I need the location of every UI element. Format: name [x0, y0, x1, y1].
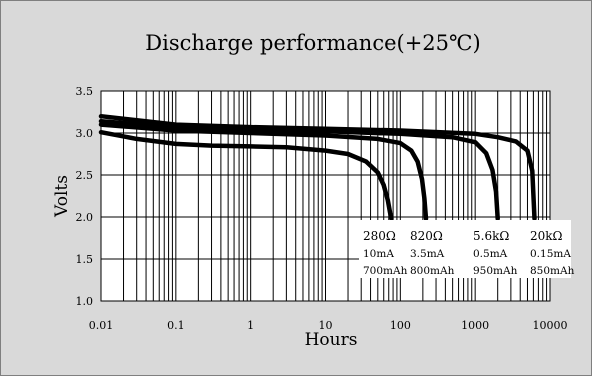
legend: 280Ω 10mA 700mAh 820Ω 3.5mA 800mAh 5.6kΩ 0.5mA 9…: [359, 220, 575, 278]
x-axis-label: Hours: [305, 330, 358, 350]
y-axis-label: Volts: [52, 175, 72, 218]
legend-text: 950mAh: [473, 265, 518, 277]
y-tick-label: 3.0: [76, 127, 94, 140]
y-tick-label: 3.5: [76, 85, 94, 98]
legend-text: 5.6kΩ: [473, 229, 509, 243]
y-tick-label: 2.0: [76, 211, 94, 224]
legend-text: 800mAh: [410, 265, 455, 277]
series-line: [98, 122, 429, 221]
y-tick-labels: 1.0 1.5 2.0 2.5 3.0 3.5: [76, 85, 94, 308]
x-tick-label: 0.1: [167, 319, 185, 332]
x-tick-label: 100: [390, 319, 411, 332]
series-line: [98, 129, 394, 221]
legend-text: 280Ω: [363, 229, 396, 243]
legend-text: 0.15mA: [530, 248, 571, 260]
x-tick-label: 1: [247, 319, 254, 332]
legend-text: 850mAh: [530, 265, 575, 277]
x-tick-label: 10: [319, 319, 333, 332]
series-line: [98, 113, 537, 221]
discharge-curves: [98, 113, 537, 221]
legend-text: 10mA: [363, 248, 394, 260]
legend-box: [359, 220, 571, 278]
x-tick-label: 10000: [533, 319, 568, 332]
legend-text: 820Ω: [410, 229, 443, 243]
legend-text: 0.5mA: [473, 248, 508, 260]
series-line: [98, 118, 500, 221]
x-tick-labels: 0.01 0.1 1 10 100 1000 10000: [89, 319, 568, 332]
y-tick-label: 1.0: [76, 295, 94, 308]
legend-text: 700mAh: [363, 265, 408, 277]
legend-text: 20kΩ: [530, 229, 563, 243]
chart-title: Discharge performance(+25℃): [145, 31, 480, 55]
legend-text: 3.5mA: [410, 248, 445, 260]
x-tick-label: 0.01: [89, 319, 114, 332]
y-tick-label: 1.5: [76, 253, 94, 266]
x-tick-label: 1000: [461, 319, 489, 332]
y-tick-label: 2.5: [76, 169, 94, 182]
